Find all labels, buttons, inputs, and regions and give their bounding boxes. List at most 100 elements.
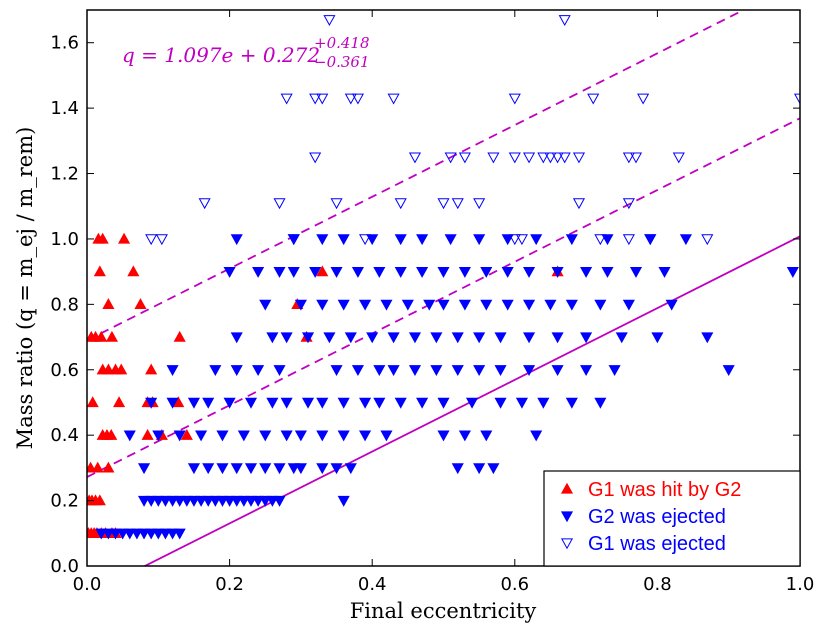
data-point-g1-ejected xyxy=(344,93,357,105)
x-tick-label: 0.2 xyxy=(215,574,244,595)
data-point-g2-ejected xyxy=(480,299,493,311)
data-point-g2-ejected xyxy=(430,365,443,376)
data-point-g1-ejected xyxy=(473,198,486,210)
data-point-g2-ejected xyxy=(166,397,179,409)
data-point-g2-ejected xyxy=(337,430,350,442)
fit-lines xyxy=(87,10,800,566)
data-point-g1-ejected xyxy=(323,15,336,27)
data-point-g1-hit xyxy=(115,363,128,375)
data-point-g1-ejected xyxy=(622,234,635,246)
data-point-g2-ejected xyxy=(523,299,536,311)
data-point-g2-ejected xyxy=(523,332,536,344)
data-point-g2-ejected xyxy=(380,299,393,311)
data-point-g1-ejected xyxy=(622,198,635,210)
data-point-g1-hit xyxy=(93,265,106,277)
data-point-g1-hit xyxy=(105,428,118,440)
data-point-g1-ejected xyxy=(387,93,400,105)
data-point-g1-ejected xyxy=(330,198,343,210)
data-point-g2-ejected xyxy=(565,234,578,246)
data-point-g2-ejected xyxy=(330,463,343,475)
data-point-g2-ejected xyxy=(515,397,528,409)
data-point-g2-ejected xyxy=(615,332,628,344)
data-point-g1-hit xyxy=(102,363,115,375)
data-point-g2-ejected xyxy=(359,430,372,442)
data-point-g2-ejected xyxy=(551,266,564,278)
data-point-g2-ejected xyxy=(437,266,450,278)
data-point-g2-ejected xyxy=(622,299,635,311)
data-point-g2-ejected xyxy=(145,528,158,540)
data-point-g2-ejected xyxy=(244,463,258,475)
data-point-g2-ejected xyxy=(580,365,593,376)
legend-label-hit: G1 was hit by G2 xyxy=(588,479,741,501)
data-point-g2-ejected xyxy=(530,430,543,442)
data-point-g2-ejected xyxy=(437,397,450,409)
data-point-g1-ejected xyxy=(487,152,500,164)
data-point-g2-ejected xyxy=(230,332,243,344)
data-point-g2-ejected xyxy=(152,528,165,540)
data-point-g1-ejected xyxy=(572,198,586,210)
plot-frame xyxy=(86,9,801,567)
data-point-g2-ejected xyxy=(344,332,357,344)
data-point-g2-ejected xyxy=(216,495,229,507)
data-point-g2-ejected xyxy=(437,299,450,311)
data-point-g2-ejected xyxy=(187,495,200,507)
data-point-g2-ejected xyxy=(216,463,229,475)
data-point-g1-ejected xyxy=(622,152,635,164)
data-point-g2-ejected xyxy=(130,528,143,540)
x-tick-label: 1.0 xyxy=(786,574,815,595)
data-point-g2-ejected xyxy=(494,332,507,344)
data-point-g2-ejected xyxy=(309,266,322,278)
y-tick-label: 0.8 xyxy=(50,294,79,315)
data-point-g1-hit xyxy=(102,298,115,310)
data-point-g2-ejected xyxy=(301,397,315,409)
legend: G1 was hit by G2 G2 was ejected G1 was e… xyxy=(543,470,801,567)
data-point-g2-ejected xyxy=(480,266,493,278)
legend-markers xyxy=(560,482,574,550)
fit-annotation-main: q = 1.097e + 0.272 xyxy=(122,43,320,67)
data-point-g2-ejected xyxy=(430,332,443,344)
fit-annotation-sup: +0.418 xyxy=(314,34,370,52)
data-point-g2-ejected xyxy=(537,397,550,409)
data-point-g1-ejected xyxy=(287,234,300,246)
data-point-g2-ejected xyxy=(173,495,186,507)
data-point-g1-hit xyxy=(105,330,119,342)
legend-label-g1-ejected: G1 was ejected xyxy=(588,533,726,555)
data-point-g2-ejected xyxy=(373,397,386,409)
data-point-g2-ejected xyxy=(230,495,243,507)
data-point-g2-ejected xyxy=(594,299,607,311)
data-point-g1-ejected xyxy=(523,152,536,164)
x-tick-label: 0.4 xyxy=(358,574,387,595)
data-point-g1-ejected xyxy=(198,198,211,210)
fit-line-lower-bound-solid xyxy=(142,235,800,566)
data-point-g1-hit xyxy=(87,396,99,408)
data-point-g2-ejected xyxy=(159,495,172,507)
data-point-g2-ejected xyxy=(523,266,536,278)
data-point-g1-ejected xyxy=(672,152,685,164)
data-point-g2-ejected xyxy=(259,463,272,475)
data-point-g2-ejected xyxy=(287,266,300,278)
data-point-g1-ejected xyxy=(793,93,800,105)
data-point-g2-ejected xyxy=(473,332,486,344)
data-point-g2-ejected xyxy=(316,234,329,246)
data-point-g2-ejected xyxy=(394,397,407,409)
data-point-g2-ejected xyxy=(480,430,493,442)
data-point-g2-ejected xyxy=(380,430,393,442)
data-point-g2-ejected xyxy=(423,299,436,311)
data-point-g2-ejected xyxy=(501,299,514,311)
y-tick-label: 0.2 xyxy=(50,491,79,512)
data-point-g2-ejected xyxy=(494,365,507,376)
fit-annotation-sub: −0.361 xyxy=(314,53,370,71)
y-tick-label: 0.4 xyxy=(50,425,79,446)
data-point-g2-ejected xyxy=(294,299,307,311)
data-point-g2-ejected xyxy=(416,234,429,246)
data-point-g2-ejected xyxy=(501,234,514,246)
data-point-g1-hit xyxy=(127,265,140,277)
data-point-g2-ejected xyxy=(137,495,151,507)
legend-frame xyxy=(543,470,801,567)
data-point-g2-ejected xyxy=(344,463,357,475)
fit-line-lower-dashed xyxy=(87,117,800,478)
data-point-g2-ejected xyxy=(202,397,215,409)
data-point-g2-ejected xyxy=(116,528,129,540)
data-point-g2-ejected xyxy=(259,430,272,442)
data-point-g2-ejected xyxy=(601,266,614,278)
